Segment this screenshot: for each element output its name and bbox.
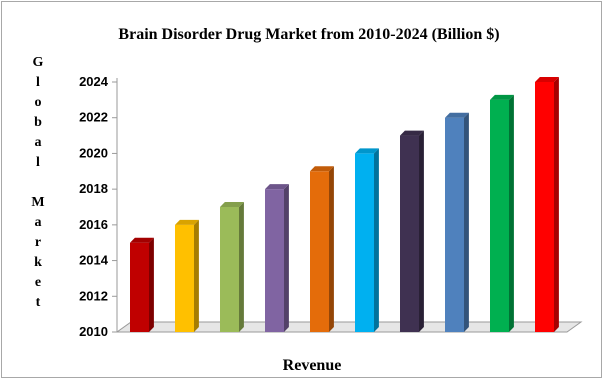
bar [400,130,424,332]
bars [130,77,559,332]
bar-side [239,202,244,332]
bar-front [175,224,194,332]
y-tick-label: 2018 [79,181,108,196]
bar-front [535,82,554,332]
bar-top [130,237,154,243]
bar [220,202,244,332]
bar-front [490,99,509,332]
bar-front [265,189,284,332]
y-axis-label-char: M [31,195,44,210]
bar [265,184,289,332]
bar-top [355,148,379,154]
y-tick-label: 2020 [79,145,108,160]
bar-top [490,94,514,100]
bar-side [194,219,199,332]
bar [490,94,514,332]
x-axis-label: Revenue [283,357,342,374]
bar [445,112,469,332]
y-axis-label-char: k [34,255,42,270]
bar-side [329,166,334,332]
bar-side [509,94,514,332]
bar-side [464,112,469,332]
y-axis-label-char: G [33,55,44,70]
bar-side [374,148,379,332]
y-tick-label: 2012 [79,288,108,303]
y-tick-labels: 2010 2012 2014 2016 2018 2020 2022 2024 [79,74,117,339]
bar [310,166,334,332]
y-axis-label-char: b [34,115,42,130]
y-axis-label-char: l [36,155,40,170]
bar-top [265,184,289,190]
bar-side [554,77,559,332]
bar-top [220,202,244,207]
bar [130,237,154,332]
y-axis-label-char: t [36,295,41,310]
bar-side [284,184,289,332]
bar-side [149,237,154,332]
bar-top [310,166,334,172]
y-tick-label: 2010 [79,324,108,339]
bar-top [400,130,424,136]
bar [355,148,379,332]
bar-front [355,153,374,332]
y-tick-label: 2016 [79,217,108,232]
bar-top [175,219,199,225]
y-axis-label-char: o [35,95,42,110]
bar-side [419,130,424,332]
bar [535,77,559,332]
y-axis-label-char: l [36,75,40,90]
bar-front [445,117,464,332]
bar-front [220,207,239,332]
bar-top [535,77,559,82]
y-tick-label: 2022 [79,110,108,125]
y-axis-label-char: r [35,235,41,250]
y-axis-label-char: a [35,135,42,150]
y-axis-label-char: e [35,275,41,290]
y-tick-label: 2014 [79,253,109,268]
chart-title: Brain Disorder Drug Market from 2010-202… [118,26,499,43]
y-tick-label: 2024 [79,74,109,89]
bar-front [400,135,419,332]
y-axis-label-char: a [35,215,42,230]
bar-front [310,171,329,332]
bar-top [445,112,469,118]
bar [175,219,199,332]
bar-front [130,242,149,332]
